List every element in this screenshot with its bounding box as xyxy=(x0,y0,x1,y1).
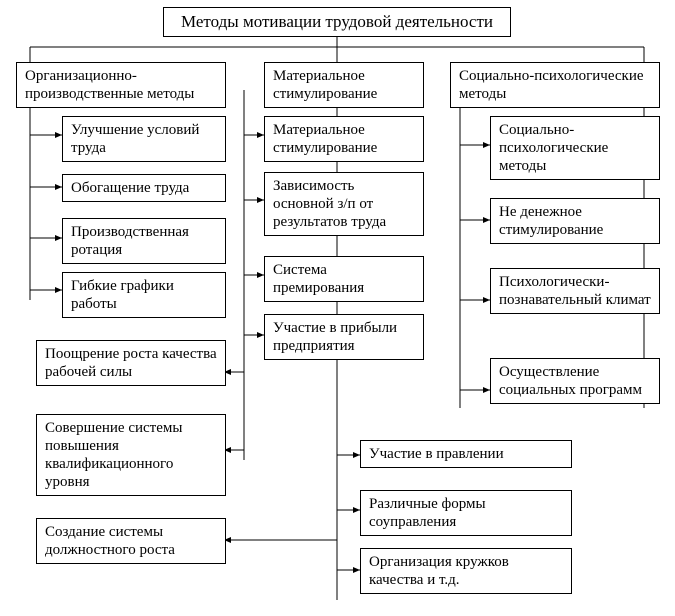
col1-extra: Совершение системы повышения квалификаци… xyxy=(36,414,226,496)
col2-item: Зависимость основной з/п от результатов … xyxy=(264,172,424,236)
col1-item: Гибкие графики работы xyxy=(62,272,226,318)
col3-item: Осуществление социальных программ xyxy=(490,358,660,404)
col1-item: Обогащение труда xyxy=(62,174,226,202)
diagram-canvas: Методы мотивации трудовой деятельности О… xyxy=(0,0,675,616)
col1-extra: Создание системы должностного роста xyxy=(36,518,226,564)
col3-item: Психологически-познавательный климат xyxy=(490,268,660,314)
col2-header: Материальное стимулирование xyxy=(264,62,424,108)
col1-extra: Поощрение роста качества рабочей силы xyxy=(36,340,226,386)
col3-item: Социально-психологические методы xyxy=(490,116,660,180)
col3-header: Социально-психологические методы xyxy=(450,62,660,108)
bottom-right-item: Организация кружков качества и т.д. xyxy=(360,548,572,594)
col1-header: Организационно-производственные методы xyxy=(16,62,226,108)
bottom-right-item: Участие в правлении xyxy=(360,440,572,468)
diagram-title: Методы мотивации трудовой деятельности xyxy=(163,7,511,37)
bottom-right-item: Различные формы соуправления xyxy=(360,490,572,536)
col2-item: Участие в прибыли предприятия xyxy=(264,314,424,360)
col1-item: Улучшение условий труда xyxy=(62,116,226,162)
col3-item: Не денежное стимулирование xyxy=(490,198,660,244)
col2-item: Материальное стимулирование xyxy=(264,116,424,162)
col2-item: Система премирования xyxy=(264,256,424,302)
col1-item: Производственная ротация xyxy=(62,218,226,264)
